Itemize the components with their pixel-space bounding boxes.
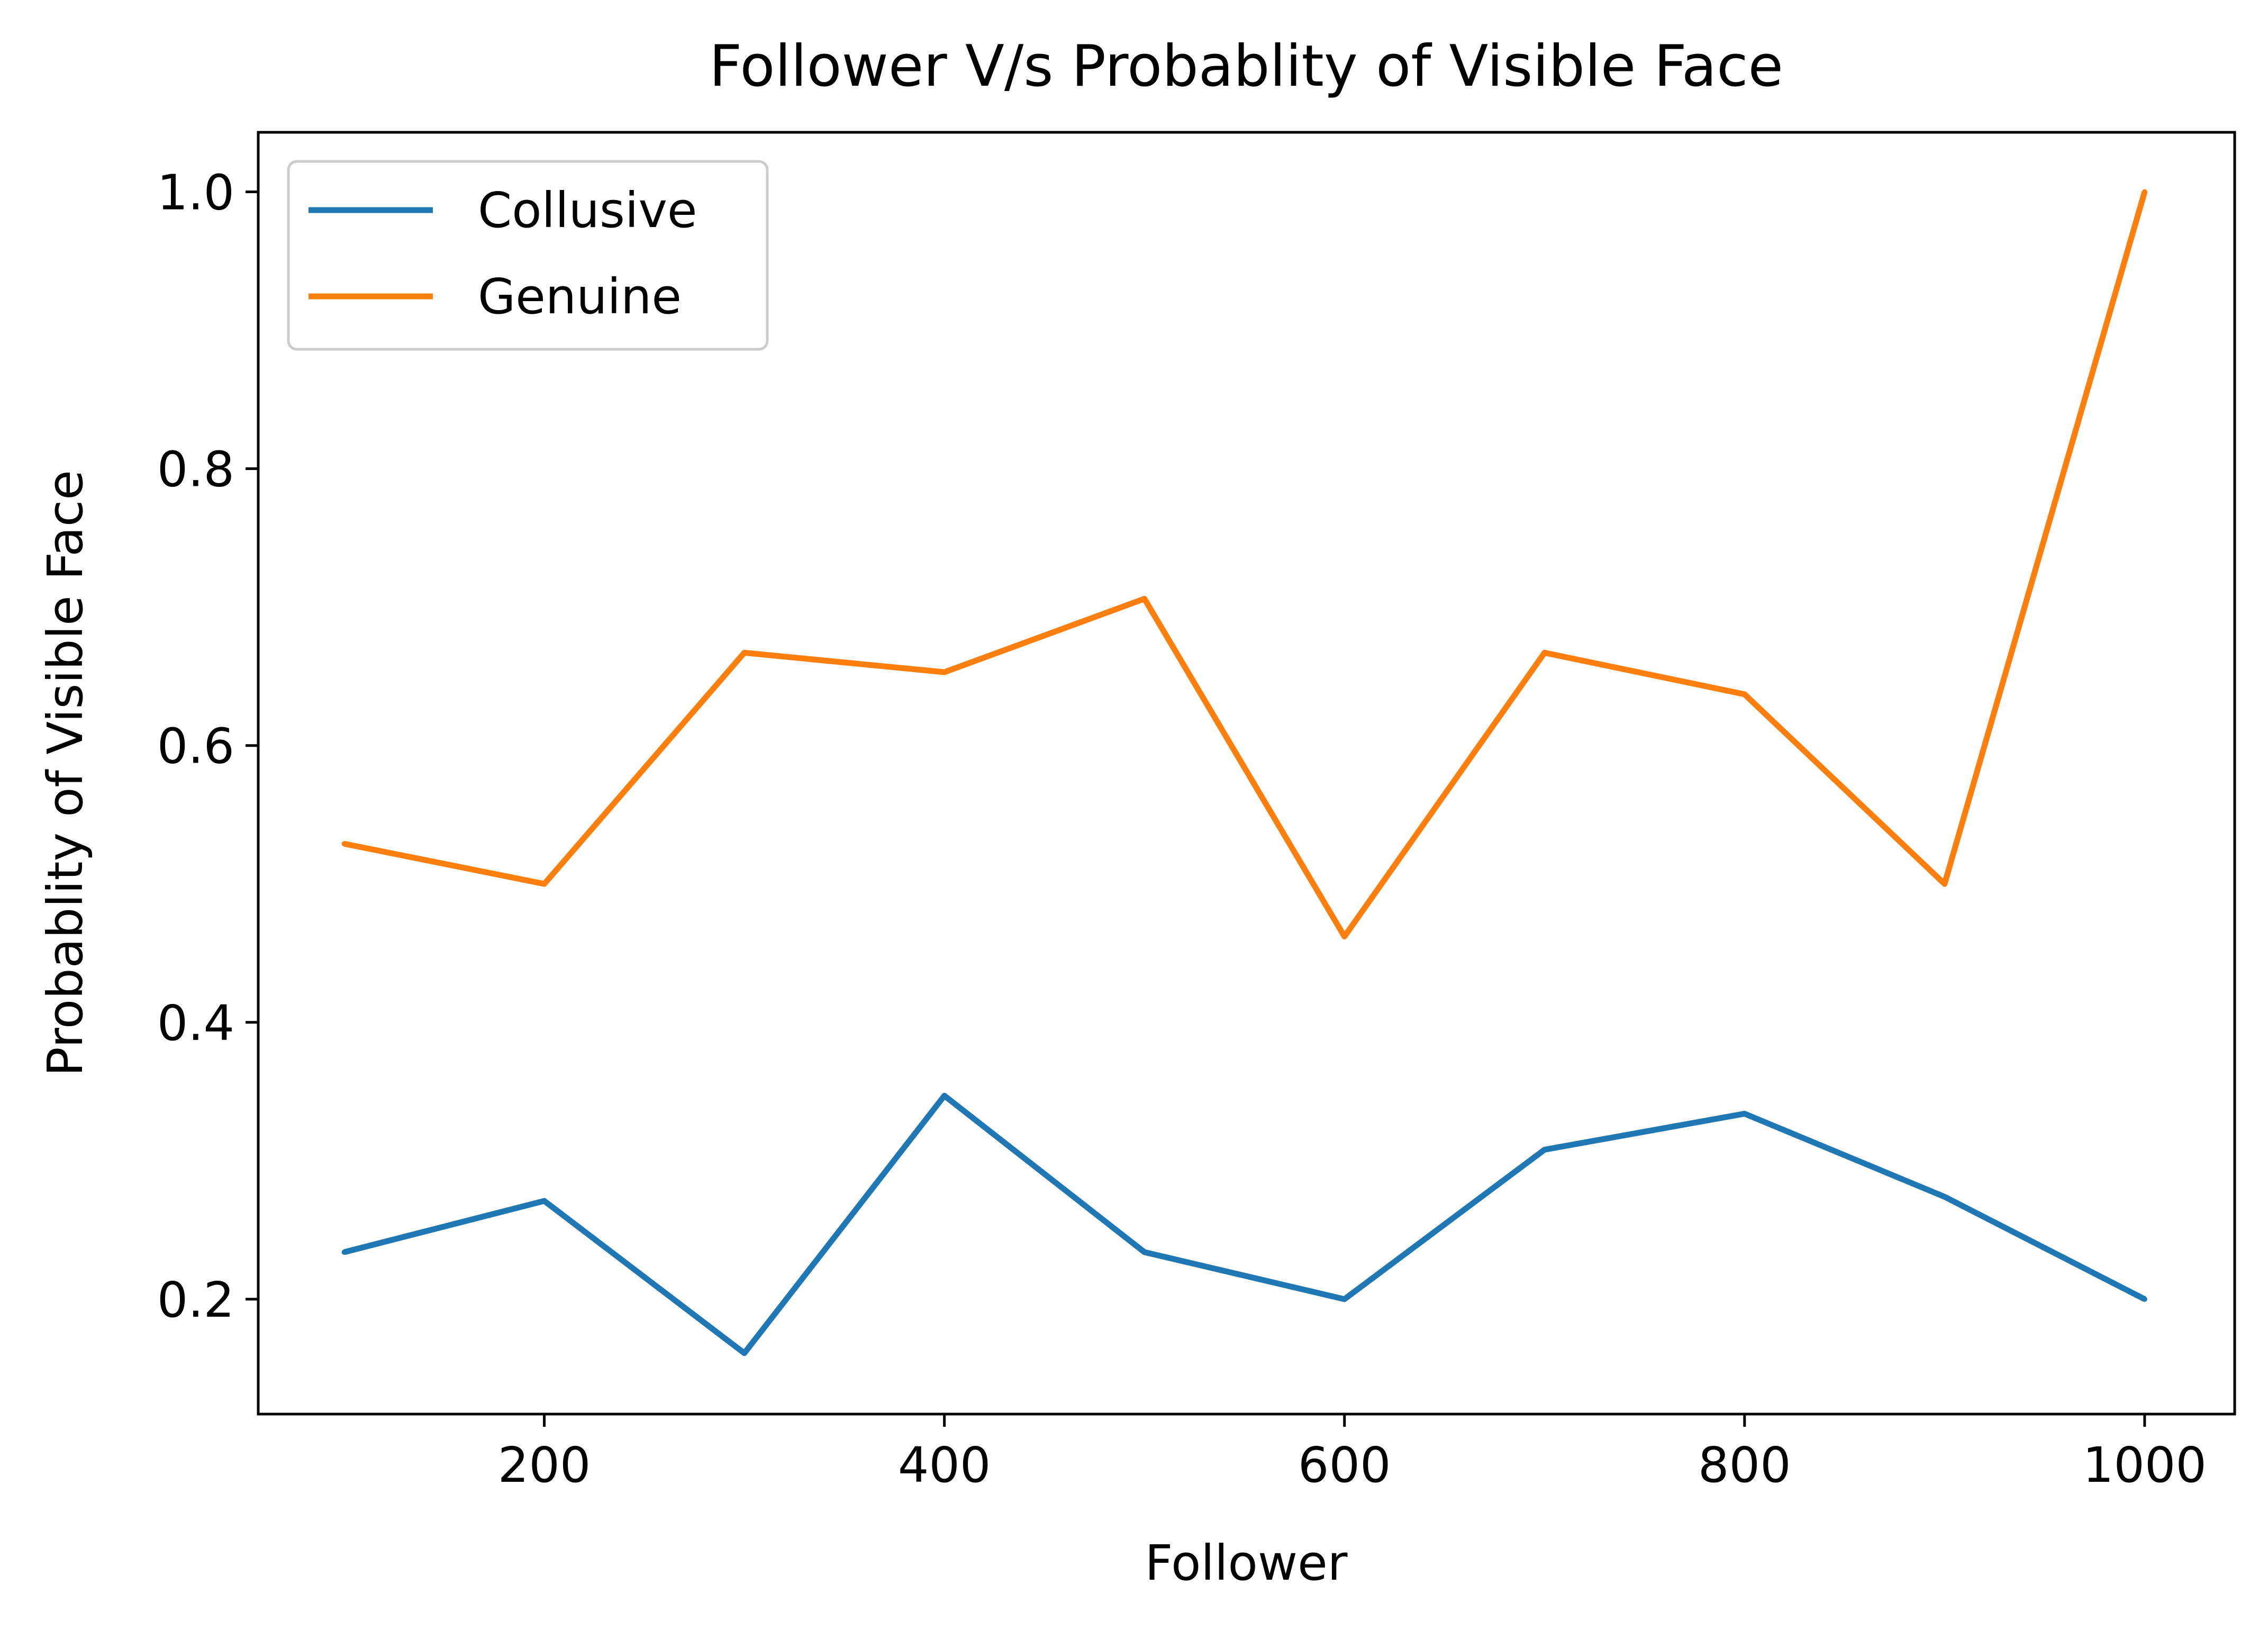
data-point-genuine	[741, 650, 747, 656]
chart-title: Follower V/s Probablity of Visible Face	[709, 33, 1783, 99]
x-tick-label: 1000	[2083, 1437, 2207, 1493]
legend-label-collusive: Collusive	[478, 182, 697, 239]
data-point-genuine	[541, 881, 547, 887]
y-axis-label: Probablity of Visible Face	[37, 470, 94, 1076]
data-point-genuine	[941, 669, 947, 675]
x-tick-label: 400	[898, 1437, 991, 1493]
data-point-collusive	[941, 1093, 947, 1099]
y-tick-label: 0.2	[157, 1272, 234, 1328]
data-point-collusive	[741, 1350, 747, 1356]
x-tick-label: 600	[1298, 1437, 1391, 1493]
data-point-genuine	[341, 841, 347, 847]
data-point-genuine	[1341, 934, 1347, 939]
data-point-genuine	[2142, 189, 2147, 195]
y-tick-label: 0.6	[157, 718, 234, 775]
data-point-collusive	[1541, 1147, 1547, 1153]
y-tick-label: 0.8	[157, 441, 234, 498]
data-point-collusive	[2142, 1296, 2147, 1302]
legend: Collusive Genuine	[287, 160, 769, 351]
x-axis-ticks: 200 400 600 800 1000	[498, 1414, 2207, 1493]
plot-area-frame	[257, 131, 2236, 1416]
x-tick-label: 200	[498, 1437, 591, 1493]
series-line-genuine	[343, 191, 2148, 940]
data-point-collusive	[1741, 1111, 1747, 1117]
y-tick-label: 0.4	[157, 995, 234, 1052]
data-point-genuine	[1541, 650, 1547, 656]
data-point-collusive	[541, 1198, 547, 1204]
data-point-collusive	[1141, 1249, 1147, 1255]
y-tick-label: 1.0	[157, 164, 234, 221]
plot-lines	[341, 189, 2148, 1356]
legend-label-genuine: Genuine	[478, 268, 682, 325]
data-point-collusive	[341, 1249, 347, 1255]
data-point-genuine	[1942, 881, 1947, 887]
data-point-genuine	[1741, 691, 1747, 697]
data-point-collusive	[1942, 1194, 1947, 1200]
data-point-genuine	[1141, 596, 1147, 602]
data-point-collusive	[1341, 1296, 1347, 1302]
y-axis-ticks: 0.2 0.4 0.6 0.8 1.0	[157, 164, 258, 1328]
series-line-collusive	[343, 1092, 2146, 1356]
x-tick-label: 800	[1698, 1437, 1791, 1493]
x-axis-label: Follower	[1145, 1535, 1347, 1591]
